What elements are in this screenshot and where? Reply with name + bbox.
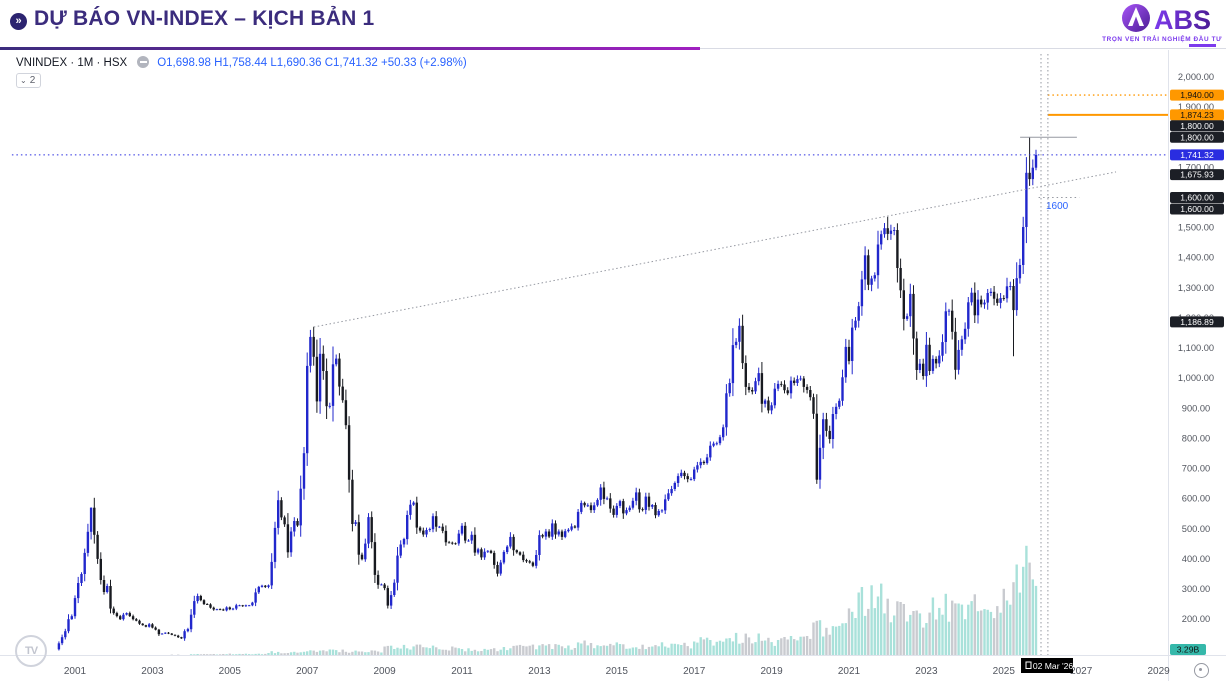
svg-text:300.00: 300.00 xyxy=(1182,584,1210,594)
candlestick-series xyxy=(57,137,1038,651)
scroll-to-realtime-icon[interactable] xyxy=(1194,663,1209,678)
chevron-down-icon: ⌄ xyxy=(20,76,27,85)
price-badge: 3.29B xyxy=(1170,644,1206,655)
svg-text:2025: 2025 xyxy=(993,666,1016,677)
svg-text:2015: 2015 xyxy=(606,666,629,677)
svg-text:2003: 2003 xyxy=(141,666,164,677)
abs-logo: ABS TRỌN VẸN TRẢI NGHIỆM ĐẦU TƯ xyxy=(1050,2,1222,48)
price-badge: 1,800.00 xyxy=(1170,120,1224,132)
svg-text:2023: 2023 xyxy=(915,666,938,677)
svg-text:400.00: 400.00 xyxy=(1182,554,1210,564)
indicator-collapse-toggle[interactable]: ⌄ 2 xyxy=(16,73,42,88)
svg-text:1,100.00: 1,100.00 xyxy=(1178,343,1214,353)
header: » DỰ BÁO VN-INDEX – KỊCH BẢN 1 ABS TRỌN … xyxy=(0,0,1226,50)
svg-text:2027: 2027 xyxy=(1070,666,1093,677)
abs-logo-graphic: ABS TRỌN VẸN TRẢI NGHIỆM ĐẦU TƯ xyxy=(1102,4,1222,47)
price-badge: 1,186.89 xyxy=(1170,316,1224,328)
svg-text:1,800.00: 1,800.00 xyxy=(1180,121,1214,131)
target-dot xyxy=(1199,668,1203,672)
svg-text:1,675.93: 1,675.93 xyxy=(1180,170,1214,180)
price-badge: 1,600.00 xyxy=(1170,192,1224,203)
svg-text:800.00: 800.00 xyxy=(1182,433,1210,443)
svg-text:1,874.23: 1,874.23 xyxy=(1180,110,1214,120)
svg-text:1,500.00: 1,500.00 xyxy=(1178,223,1214,233)
svg-text:2013: 2013 xyxy=(528,666,551,677)
svg-text:2019: 2019 xyxy=(760,666,783,677)
svg-text:2009: 2009 xyxy=(373,666,396,677)
svg-text:2021: 2021 xyxy=(838,666,861,677)
chart-legend: VNINDEX · 1M · HSX O1,698.98 H1,758.44 L1… xyxy=(16,56,467,88)
level-1600-label: 1600 xyxy=(1046,201,1069,212)
chart-svg[interactable]: 1600 200.00 300.00 400.00 500.00 600.00 700.00… xyxy=(0,50,1226,681)
abs-tagline: TRỌN VẸN TRẢI NGHIỆM ĐẦU TƯ xyxy=(1102,33,1222,43)
price-badge: 1,940.00 xyxy=(1170,89,1224,101)
price-badge: 1,675.93 xyxy=(1170,169,1224,181)
svg-text:1,700.00: 1,700.00 xyxy=(1178,162,1214,172)
price-badge: 1,800.00 xyxy=(1170,131,1224,143)
svg-text:1,900.00: 1,900.00 xyxy=(1178,102,1214,112)
svg-text:3.29B: 3.29B xyxy=(1177,645,1200,655)
svg-text:500.00: 500.00 xyxy=(1182,524,1210,534)
ohlc-values: O1,698.98 H1,758.44 L1,690.36 C1,741.32 … xyxy=(157,57,467,69)
crosshair-vlines xyxy=(1040,54,1049,655)
svg-text:2,000.00: 2,000.00 xyxy=(1178,72,1214,82)
svg-text:200.00: 200.00 xyxy=(1182,614,1210,624)
svg-text:2017: 2017 xyxy=(683,666,706,677)
trendline[interactable] xyxy=(313,171,1117,328)
abs-accent-bar xyxy=(1189,44,1216,47)
svg-text:1,400.00: 1,400.00 xyxy=(1178,253,1214,263)
price-chart[interactable]: 1600 200.00 300.00 400.00 500.00 600.00 700.00… xyxy=(0,50,1226,681)
svg-text:700.00: 700.00 xyxy=(1182,464,1210,474)
header-accent-line xyxy=(0,47,700,50)
svg-text:2011: 2011 xyxy=(451,666,473,677)
date-badge: 02 Mar '26 xyxy=(1021,658,1073,673)
abs-arrow-icon xyxy=(1128,7,1144,26)
svg-text:2029: 2029 xyxy=(1147,666,1170,677)
svg-text:1,800.00: 1,800.00 xyxy=(1180,132,1214,142)
svg-text:1,940.00: 1,940.00 xyxy=(1180,90,1214,100)
svg-text:2001: 2001 xyxy=(64,666,87,677)
tradingview-logo-icon: TV xyxy=(15,635,47,667)
volume-series xyxy=(170,545,1038,655)
svg-text:1,186.89: 1,186.89 xyxy=(1180,317,1214,327)
svg-text:1,600.00: 1,600.00 xyxy=(1180,193,1214,203)
page-title: DỰ BÁO VN-INDEX – KỊCH BẢN 1 xyxy=(34,7,375,30)
abs-logo-text: ABS xyxy=(1154,5,1211,35)
svg-text:1,000.00: 1,000.00 xyxy=(1178,373,1214,383)
time-axis[interactable]: 2001 2003 2005 2007 2009 2011 2013 2015 2017 2019… xyxy=(64,658,1170,677)
price-axis[interactable]: 200.00 300.00 400.00 500.00 600.00 700.00 800.… xyxy=(1170,72,1224,655)
price-badge: 1,874.23 xyxy=(1170,109,1224,121)
source-toggle-icon[interactable] xyxy=(137,56,150,68)
bullet-arrow-icon: » xyxy=(10,13,27,30)
svg-text:02 Mar '26: 02 Mar '26 xyxy=(1033,661,1074,671)
svg-text:1,600.00: 1,600.00 xyxy=(1180,204,1214,214)
symbol-title[interactable]: VNINDEX · 1M · HSX xyxy=(16,57,128,69)
svg-text:600.00: 600.00 xyxy=(1182,494,1210,504)
svg-text:2007: 2007 xyxy=(296,666,319,677)
price-badge: 1,741.32 xyxy=(1170,149,1224,161)
svg-text:1,300.00: 1,300.00 xyxy=(1178,283,1214,293)
svg-text:900.00: 900.00 xyxy=(1182,403,1210,413)
svg-text:1,741.32: 1,741.32 xyxy=(1180,150,1214,160)
indicator-count: 2 xyxy=(29,75,36,86)
svg-text:2005: 2005 xyxy=(219,666,242,677)
chart-area[interactable]: 1600 200.00 300.00 400.00 500.00 600.00 700.00… xyxy=(0,50,1226,681)
price-badge: 1,600.00 xyxy=(1170,203,1224,215)
